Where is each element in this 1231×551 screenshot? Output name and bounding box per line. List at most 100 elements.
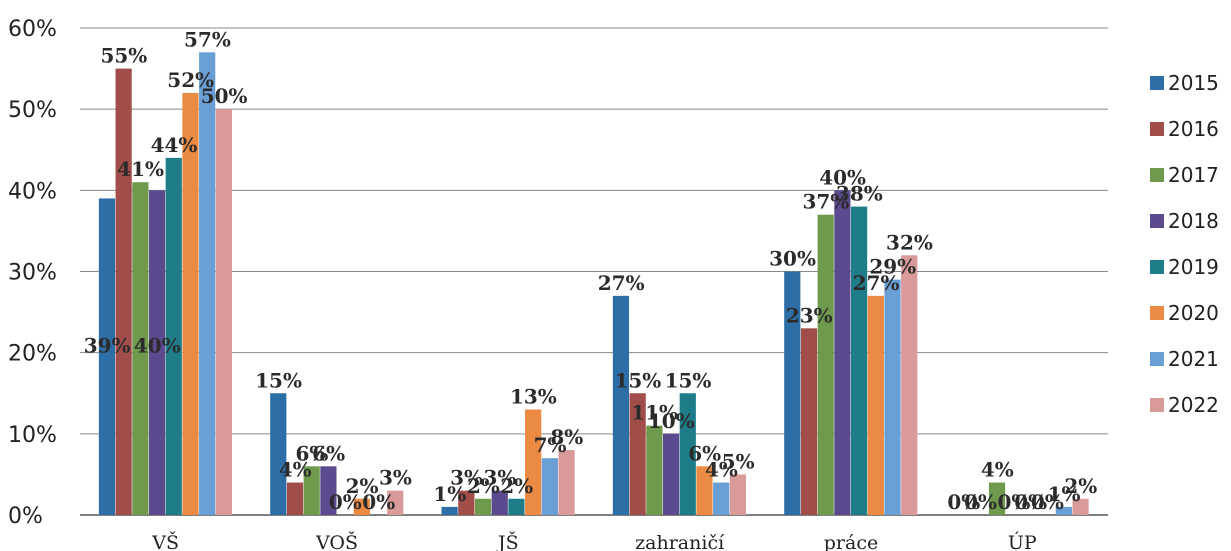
- bar: [884, 279, 901, 515]
- data-labels: 39%55%41%40%44%52%57%50%15%4%6%6%0%2%0%3…: [84, 27, 1097, 514]
- legend-swatch: [1150, 260, 1164, 274]
- bar: [729, 474, 746, 515]
- y-tick-label: 0%: [8, 504, 43, 529]
- bar: [541, 458, 558, 515]
- bar: [525, 409, 542, 515]
- legend-label: 2015: [1168, 71, 1219, 95]
- data-label: 23%: [786, 303, 833, 327]
- legend-swatch: [1150, 122, 1164, 136]
- bar: [817, 214, 834, 515]
- data-label: 40%: [134, 334, 181, 358]
- data-label: 44%: [151, 133, 198, 157]
- y-axis-ticks: 0% 10% 20% 30% 40% 50% 60%: [8, 17, 57, 529]
- x-axis-ticks: VŠ VOŠ JŠ zahraničí práce ÚP: [151, 531, 1037, 551]
- bar: [458, 490, 475, 515]
- legend-swatch: [1150, 76, 1164, 90]
- bar: [98, 198, 116, 515]
- data-label: 2%: [346, 474, 379, 498]
- data-label: 52%: [167, 68, 214, 92]
- bar: [353, 498, 370, 515]
- data-label: 7%: [534, 433, 567, 457]
- legend-label: 2019: [1168, 255, 1219, 279]
- data-label: 6%: [688, 441, 721, 465]
- legend-label: 2021: [1168, 347, 1219, 371]
- x-tick-label: práce: [824, 532, 878, 551]
- bar: [988, 482, 1006, 515]
- bar: [901, 255, 918, 515]
- bar: [508, 498, 525, 515]
- y-tick-label: 40%: [8, 179, 57, 204]
- data-label: 15%: [614, 368, 661, 392]
- legend-label: 2017: [1168, 163, 1219, 187]
- data-label: 0%: [998, 490, 1031, 514]
- bar: [320, 466, 337, 515]
- data-label: 11%: [631, 401, 678, 425]
- data-label: 3%: [484, 466, 517, 490]
- x-tick-label: ÚP: [1008, 531, 1037, 551]
- data-label: 0%: [329, 490, 362, 514]
- bar: [696, 466, 713, 515]
- bar: [303, 466, 320, 515]
- bar: [270, 393, 287, 515]
- data-label: 57%: [184, 27, 231, 51]
- x-tick-label: zahraničí: [635, 532, 725, 551]
- data-label: 2%: [467, 474, 500, 498]
- x-tick-label: JŠ: [496, 531, 519, 551]
- bar: [474, 498, 492, 515]
- y-tick-label: 10%: [8, 423, 57, 448]
- data-label: 1%: [1048, 482, 1081, 506]
- legend: 2015 2016 2017 2018 2019 2020 2021 2022: [1150, 71, 1219, 417]
- data-label: 5%: [722, 449, 755, 473]
- bar: [1072, 498, 1089, 515]
- data-label: 32%: [886, 230, 933, 254]
- bar: [612, 295, 630, 515]
- data-label: 1%: [433, 482, 466, 506]
- bar: [1055, 506, 1072, 515]
- legend-swatch: [1150, 168, 1164, 182]
- data-label: 13%: [510, 384, 557, 408]
- data-label: 4%: [981, 458, 1014, 482]
- bar: [165, 157, 182, 515]
- data-label: 6%: [295, 441, 328, 465]
- data-label: 8%: [550, 425, 583, 449]
- bar: [646, 425, 663, 515]
- bar: [662, 433, 680, 515]
- data-label: 30%: [769, 247, 816, 271]
- bar: [558, 450, 575, 515]
- legend-label: 2022: [1168, 393, 1219, 417]
- bar: [629, 393, 646, 515]
- bar: [867, 295, 884, 515]
- data-label: 2%: [1064, 474, 1097, 498]
- legend-label: 2016: [1168, 117, 1219, 141]
- legend-swatch: [1150, 352, 1164, 366]
- bar: [800, 328, 818, 515]
- legend-swatch: [1150, 306, 1164, 320]
- gridlines: [80, 27, 1108, 516]
- data-label: 15%: [665, 368, 712, 392]
- bar: [387, 490, 404, 515]
- bar: [199, 52, 216, 515]
- data-label: 27%: [853, 271, 900, 295]
- y-tick-label: 30%: [8, 261, 57, 286]
- bar: [784, 271, 801, 515]
- data-label: 27%: [598, 271, 645, 295]
- bar: [679, 393, 696, 515]
- bar: [286, 482, 304, 515]
- data-label: 3%: [450, 466, 483, 490]
- data-label: 4%: [705, 458, 738, 482]
- data-label: 0%: [947, 490, 980, 514]
- y-tick-label: 50%: [8, 98, 57, 123]
- x-tick-label: VOŠ: [315, 531, 358, 551]
- legend-swatch: [1150, 398, 1164, 412]
- legend-label: 2020: [1168, 301, 1219, 325]
- data-label: 39%: [84, 334, 131, 358]
- bar: [491, 490, 508, 515]
- bar: [851, 206, 868, 516]
- data-label: 0%: [362, 490, 395, 514]
- data-label: 0%: [1031, 490, 1064, 514]
- data-label: 0%: [964, 490, 997, 514]
- data-label: 37%: [803, 190, 850, 214]
- data-label: 41%: [117, 157, 164, 181]
